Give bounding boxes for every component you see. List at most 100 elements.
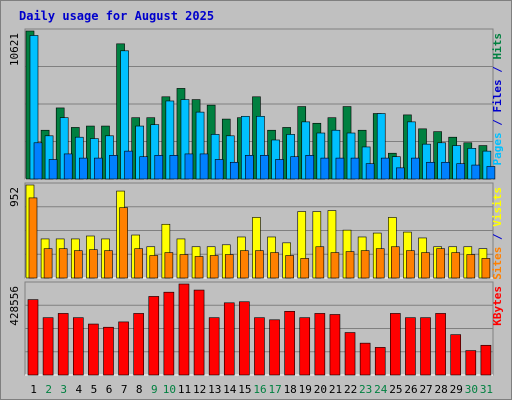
series-legend-label: Sites / Visits <box>491 187 504 280</box>
bar-kbytes-31 <box>480 344 492 376</box>
bar-kbytes-5 <box>88 323 99 376</box>
bar-sites-10 <box>164 252 174 279</box>
bar-kbytes-27 <box>420 317 431 376</box>
bar-kbytes-6 <box>103 326 114 376</box>
bar-kbytes-7 <box>118 321 129 376</box>
panel-visits_sites: 952 Sites / Visits <box>8 182 504 280</box>
bar-pages-28 <box>441 161 450 180</box>
panel-kbytes: 428556 KBytes <box>8 281 504 376</box>
bar-kbytes-2 <box>42 317 54 376</box>
bar-sites-19 <box>300 258 310 279</box>
bar-kbytes-20 <box>314 313 326 376</box>
x-tick-label-29: 29 <box>450 383 463 396</box>
bar-pages-4 <box>78 157 88 180</box>
bar-sites-12 <box>194 256 204 279</box>
x-tick-label-13: 13 <box>208 383 221 396</box>
series-files <box>29 35 492 180</box>
bar-kbytes-22 <box>344 332 356 376</box>
bar-pages-14 <box>229 161 239 180</box>
bar-kbytes-26 <box>405 317 416 376</box>
bar-pages-25 <box>396 167 405 180</box>
bar-kbytes-28 <box>435 313 446 376</box>
bar-pages-26 <box>411 157 420 180</box>
series-kbytes <box>27 283 492 376</box>
y-max-label: 952 <box>8 187 21 207</box>
bar-pages-1 <box>33 142 43 180</box>
bar-pages-9 <box>154 155 164 180</box>
x-tick-label-15: 15 <box>238 383 251 396</box>
bar-kbytes-13 <box>208 317 220 376</box>
bar-sites-14 <box>224 254 234 279</box>
x-tick-label-8: 8 <box>136 383 143 396</box>
legend-part: Pages <box>491 132 504 165</box>
bar-kbytes-23 <box>359 342 371 376</box>
bar-sites-29 <box>451 252 461 279</box>
x-tick-label-19: 19 <box>299 383 312 396</box>
bar-pages-12 <box>199 153 209 180</box>
x-tick-label-22: 22 <box>344 383 357 396</box>
x-tick-label-18: 18 <box>284 383 297 396</box>
bar-kbytes-16 <box>254 317 265 376</box>
bar-sites-24 <box>375 248 385 279</box>
bar-pages-18 <box>290 156 299 180</box>
legend-part: Files <box>491 79 504 112</box>
bar-kbytes-10 <box>163 291 175 376</box>
bar-sites-2 <box>43 248 53 279</box>
bar-sites-8 <box>134 248 143 279</box>
bar-pages-2 <box>48 159 58 180</box>
bar-sites-17 <box>270 252 279 279</box>
bar-kbytes-15 <box>239 301 250 376</box>
legend-part: Visits <box>491 187 504 227</box>
bar-kbytes-21 <box>329 314 341 376</box>
series-pages <box>33 142 496 180</box>
bar-pages-23 <box>365 163 375 180</box>
legend-part: Sites <box>491 247 504 280</box>
bar-kbytes-11 <box>178 283 190 376</box>
series-sites <box>28 197 491 279</box>
x-tick-label-23: 23 <box>359 383 372 396</box>
bar-sites-3 <box>58 248 68 279</box>
bar-kbytes-9 <box>148 296 160 376</box>
x-tick-label-1: 1 <box>30 383 37 396</box>
x-tick-label-14: 14 <box>223 383 237 396</box>
x-tick-label-20: 20 <box>314 383 327 396</box>
bar-pages-27 <box>426 161 435 180</box>
x-tick-label-28: 28 <box>435 383 448 396</box>
x-tick-label-3: 3 <box>60 383 67 396</box>
bar-pages-11 <box>184 153 194 180</box>
x-tick-label-25: 25 <box>389 383 402 396</box>
x-tick-label-10: 10 <box>163 383 176 396</box>
bar-sites-21 <box>330 252 340 279</box>
bar-sites-6 <box>104 250 113 279</box>
bar-sites-22 <box>345 251 355 279</box>
x-tick-label-6: 6 <box>106 383 113 396</box>
bar-pages-20 <box>320 157 330 180</box>
bar-pages-7 <box>124 150 133 180</box>
bar-sites-26 <box>406 250 415 279</box>
bar-sites-9 <box>149 255 159 279</box>
series-legend-label: Pages / Files / Hits <box>491 33 504 166</box>
bar-sites-15 <box>240 250 249 279</box>
legend-part: / <box>491 113 504 133</box>
legend-part: KBytes <box>491 286 504 326</box>
bar-pages-24 <box>380 157 390 180</box>
x-tick-label-17: 17 <box>268 383 281 396</box>
x-axis-labels: 1 2 3 4 5 6 7 8 9 10 11 12 13 14 15 16 17 18 19 20 21 22 23 24 2… <box>30 383 493 396</box>
bar-kbytes-25 <box>390 313 401 376</box>
y-max-label: 10621 <box>8 33 21 66</box>
x-tick-label-12: 12 <box>193 383 206 396</box>
bar-pages-30 <box>471 164 481 180</box>
legend-part: Hits <box>491 33 504 60</box>
bar-sites-28 <box>436 248 445 279</box>
bar-kbytes-8 <box>133 313 144 376</box>
legend-part: / <box>491 60 504 80</box>
x-tick-label-24: 24 <box>374 383 388 396</box>
bar-pages-31 <box>486 166 496 180</box>
x-tick-label-9: 9 <box>151 383 158 396</box>
bar-kbytes-14 <box>223 302 235 376</box>
bar-sites-5 <box>89 249 98 279</box>
x-tick-label-31: 31 <box>480 383 493 396</box>
bar-pages-3 <box>63 153 73 180</box>
x-tick-label-2: 2 <box>45 383 52 396</box>
